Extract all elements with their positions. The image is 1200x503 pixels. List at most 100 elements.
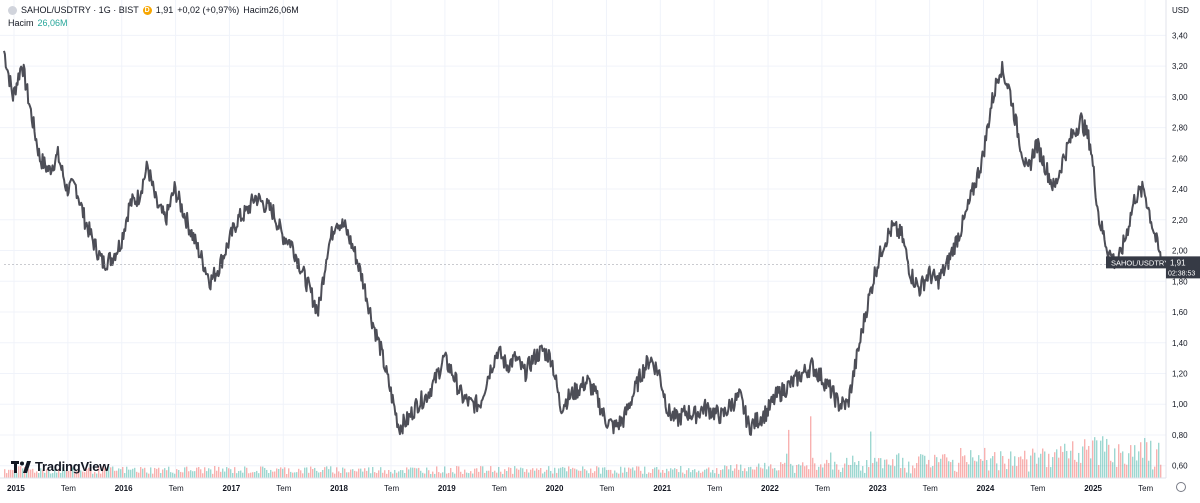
volume-bar [300, 470, 302, 478]
volume-bar [448, 472, 450, 478]
volume-bar [716, 468, 718, 478]
volume-bar [530, 469, 532, 478]
volume-bar [200, 469, 202, 478]
volume-bar [1140, 442, 1142, 478]
volume-bar [592, 472, 594, 478]
volume-bar [528, 472, 530, 478]
volume-bar [46, 469, 48, 478]
volume-bar [648, 472, 650, 478]
volume-bar [250, 472, 252, 478]
volume-bar [24, 467, 26, 478]
volume-bar [38, 473, 40, 478]
volume-bar [1114, 448, 1116, 478]
volume-bar [334, 473, 336, 478]
volume-bar [350, 469, 352, 478]
series-label-text: SAHOL/USDTRY [1111, 258, 1169, 267]
volume-legend-row[interactable]: Hacim 26,06M [8, 17, 299, 30]
volume-bar [928, 459, 930, 478]
volume-bar [1116, 466, 1118, 478]
volume-bar [256, 470, 258, 478]
price-tick-label: 0,60 [1172, 462, 1188, 471]
volume-bar [178, 470, 180, 478]
volume-bar [738, 469, 740, 478]
volume-bar [916, 463, 918, 478]
settings-gear-icon[interactable] [1176, 482, 1186, 492]
price-scale[interactable]: USD 3,40 3,20 3,00 2,80 2,60 2,40 2,20 2,00 1,80… [1165, 0, 1189, 478]
time-tick-label: Tem [276, 484, 291, 493]
volume-bar [868, 467, 870, 478]
volume-bar [354, 470, 356, 478]
volume-bar [960, 447, 962, 478]
volume-bar [312, 469, 314, 478]
volume-bar [760, 467, 762, 478]
volume-bar [846, 457, 848, 478]
volume-bar [888, 464, 890, 478]
volume-bar [614, 470, 616, 478]
volume-bar [1058, 457, 1060, 478]
volume-bar [456, 466, 458, 478]
volume-bar [438, 472, 440, 478]
time-axis[interactable]: 2015 Tem 2016 Tem 2017 Tem 2018 Tem 2019 Tem 2020 T… [0, 477, 1166, 493]
tradingview-logo[interactable]: TradingView [11, 459, 109, 474]
volume-bar [326, 466, 328, 478]
volume-bar [524, 471, 526, 478]
volume-bar [678, 472, 680, 478]
volume-bar [726, 466, 728, 478]
volume-bar [730, 465, 732, 478]
volume-bar [942, 454, 944, 478]
volume-bar [740, 464, 742, 478]
volume-bar [652, 469, 654, 478]
volume-bar [618, 473, 620, 478]
volume-bar [520, 467, 522, 478]
volume-bar [938, 462, 940, 478]
volume-bar [310, 466, 312, 478]
volume-bar [288, 468, 290, 478]
time-tick-label: Tem [492, 484, 507, 493]
volume-bar [910, 473, 912, 478]
volume-bar [1090, 458, 1092, 478]
volume-bar [688, 468, 690, 478]
volume-bar [1136, 460, 1138, 478]
volume-bar [356, 471, 358, 478]
symbol-legend-row[interactable]: SAHOL/USDTRY · 1G · BIST D 1,91 +0,02 (+… [8, 4, 299, 17]
volume-bar [1068, 458, 1070, 478]
volume-bar [396, 472, 398, 478]
volume-bar [698, 470, 700, 478]
volume-bar [892, 459, 894, 478]
volume-bar [664, 472, 666, 478]
volume-bar [1042, 448, 1044, 478]
volume-bar [274, 471, 276, 478]
volume-bar [248, 473, 250, 478]
volume-bar [1130, 445, 1132, 478]
volume-bar [1144, 438, 1146, 478]
volume-bar [962, 456, 964, 478]
volume-bar [930, 467, 932, 478]
volume-bar [384, 470, 386, 478]
volume-bar [282, 468, 284, 478]
volume-bar [1124, 463, 1126, 478]
volume-bar [1054, 452, 1056, 478]
volume-bar [110, 467, 112, 478]
volume-bar [262, 466, 264, 478]
volume-bar [406, 467, 408, 478]
volume-bar [854, 462, 856, 478]
volume-bar [62, 467, 64, 478]
volume-bar [1096, 440, 1098, 478]
volume-bar [1020, 456, 1022, 478]
volume-bar [518, 469, 520, 478]
volume-bar [990, 458, 992, 478]
symbol-title[interactable]: SAHOL/USDTRY · 1G · BIST [21, 5, 139, 15]
volume-bar [1028, 471, 1030, 478]
volume-bar [696, 472, 698, 478]
volume-bar [370, 473, 372, 478]
volume-bar [702, 471, 704, 478]
volume-bar [1000, 451, 1002, 478]
volume-bar [612, 473, 614, 478]
volume-bar [850, 464, 852, 478]
volume-bar [352, 469, 354, 478]
volume-bar [218, 466, 220, 478]
volume-bar [844, 463, 846, 478]
volume-bar [1094, 437, 1096, 478]
